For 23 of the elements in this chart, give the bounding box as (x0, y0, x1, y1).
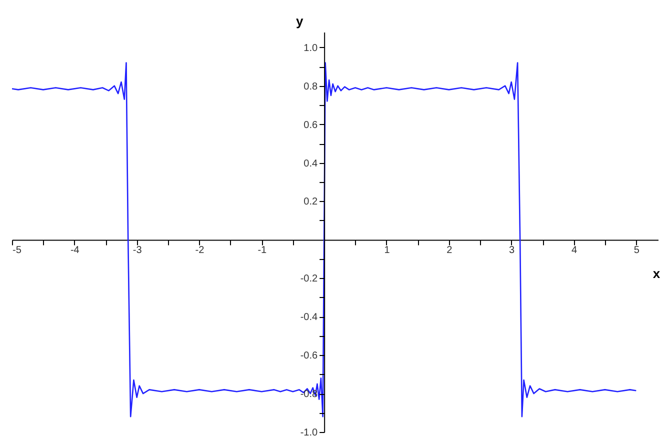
y-tick-label: -0.8 (300, 389, 318, 400)
y-tick-label: 0.8 (304, 81, 318, 92)
x-axis-title: x (652, 266, 661, 282)
x-tick-label: -3 (132, 245, 142, 256)
x-tick-label: 5 (634, 245, 640, 256)
x-tick-label: 2 (446, 245, 453, 256)
x-tick-label: 1 (384, 245, 390, 256)
y-tick-label: -1.0 (300, 428, 318, 438)
y-tick-label: 0.4 (304, 158, 318, 170)
y-axis-title: y (296, 14, 304, 28)
x-tick-label: -4 (70, 245, 80, 256)
line-series (12, 62, 637, 418)
y-tick-label: -0.6 (300, 350, 318, 362)
y-tick-label: -0.4 (300, 312, 318, 324)
y-tick-label: -0.2 (300, 274, 318, 285)
x-tick-label: 4 (571, 245, 578, 256)
x-tick-label: -1 (258, 245, 268, 256)
y-tick-label: 0.2 (304, 196, 318, 208)
y-tick-label: 1.0 (304, 42, 318, 54)
y-tick-label: 0.6 (304, 120, 318, 131)
x-tick-label: 3 (509, 245, 516, 256)
x-tick-label: -5 (12, 245, 22, 256)
x-tick-label: -2 (195, 245, 205, 256)
